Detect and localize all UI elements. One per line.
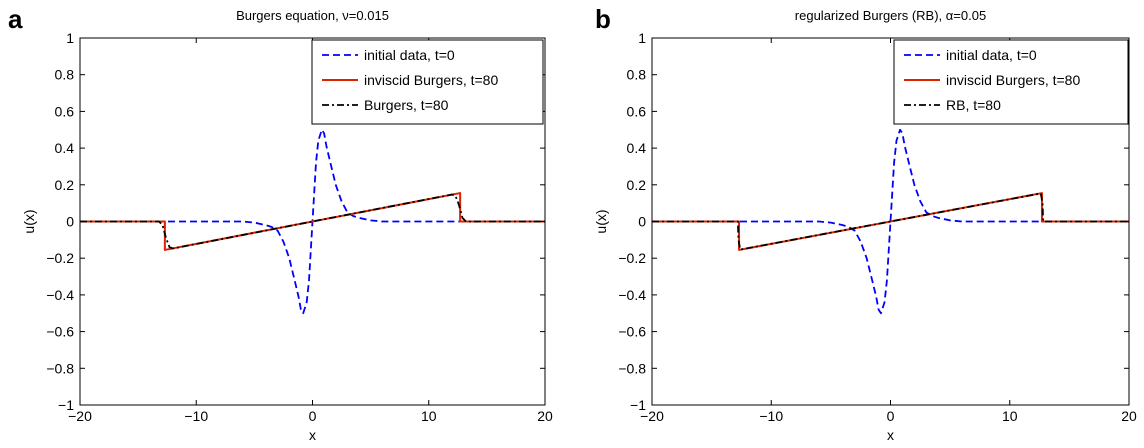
x-tick-label: −20 xyxy=(68,408,92,424)
y-tick-label: 0.4 xyxy=(627,140,647,156)
legend-entry-1: inviscid Burgers, t=80 xyxy=(946,72,1080,88)
legend-box xyxy=(893,39,1129,125)
series-line-2 xyxy=(80,193,545,250)
y-tick-label: 0.2 xyxy=(55,177,75,193)
y-tick-label: 0.6 xyxy=(55,103,75,119)
x-tick-label: 0 xyxy=(309,408,317,424)
series-group xyxy=(652,128,1129,315)
legend-entry-0: initial data, t=0 xyxy=(364,47,455,63)
y-axis-label: u(x) xyxy=(593,209,609,233)
x-tick-label: −10 xyxy=(759,408,783,424)
legend: initial data, t=0 inviscid Burgers, t=80 B… xyxy=(311,39,544,125)
chart-panel-b: b regularized Burgers (RB), α=0.05−20 −10 0… xyxy=(593,4,1137,443)
panel-letter: a xyxy=(8,4,23,34)
y-tick-label: −0.2 xyxy=(46,250,74,266)
y-tick-label: −0.6 xyxy=(618,324,646,340)
y-tick-label: −0.2 xyxy=(618,250,646,266)
x-tick-label: 20 xyxy=(537,408,553,424)
x-tick-label: 10 xyxy=(421,408,437,424)
x-tick-label: 10 xyxy=(1002,408,1018,424)
legend-entry-0: initial data, t=0 xyxy=(946,47,1037,63)
legend-entry-2: Burgers, t=80 xyxy=(364,97,449,113)
y-tick-label: −1 xyxy=(630,397,646,413)
y-tick-label: 0.2 xyxy=(627,177,647,193)
x-axis-label: x xyxy=(887,427,894,443)
y-tick-label: 0.4 xyxy=(55,140,75,156)
y-tick-label: −1 xyxy=(58,397,74,413)
y-tick-label: 1 xyxy=(638,30,646,46)
panel-letter: b xyxy=(595,4,611,34)
x-tick-label: 20 xyxy=(1121,408,1137,424)
series-line-2 xyxy=(652,192,1129,251)
y-tick-label: 0.8 xyxy=(627,67,647,83)
x-tick-label: −20 xyxy=(640,408,664,424)
chart-panel-a: a Burgers equation, ν=0.015−20 −10 0 10 20−1−… xyxy=(8,4,553,443)
legend-box xyxy=(311,39,544,125)
chart-title: regularized Burgers (RB), α=0.05 xyxy=(795,8,986,23)
series-group xyxy=(80,128,545,315)
y-axis-label: u(x) xyxy=(21,209,37,233)
y-tick-label: −0.8 xyxy=(618,360,646,376)
legend-entry-1: inviscid Burgers, t=80 xyxy=(364,72,498,88)
x-tick-label: −10 xyxy=(184,408,208,424)
y-tick-label: −0.4 xyxy=(618,287,646,303)
x-tick-label: 0 xyxy=(887,408,895,424)
y-tick-label: 0 xyxy=(638,214,646,230)
chart-title: Burgers equation, ν=0.015 xyxy=(236,8,389,23)
y-tick-label: −0.4 xyxy=(46,287,74,303)
legend-entry-2: RB, t=80 xyxy=(946,97,1001,113)
y-tick-label: 0.6 xyxy=(627,103,647,119)
y-tick-label: 0 xyxy=(66,214,74,230)
y-tick-label: −0.8 xyxy=(46,360,74,376)
y-tick-label: −0.6 xyxy=(46,324,74,340)
y-tick-label: 0.8 xyxy=(55,67,75,83)
legend: initial data, t=0 inviscid Burgers, t=80 R… xyxy=(893,39,1129,125)
y-tick-label: 1 xyxy=(66,30,74,46)
x-axis-label: x xyxy=(309,427,316,443)
